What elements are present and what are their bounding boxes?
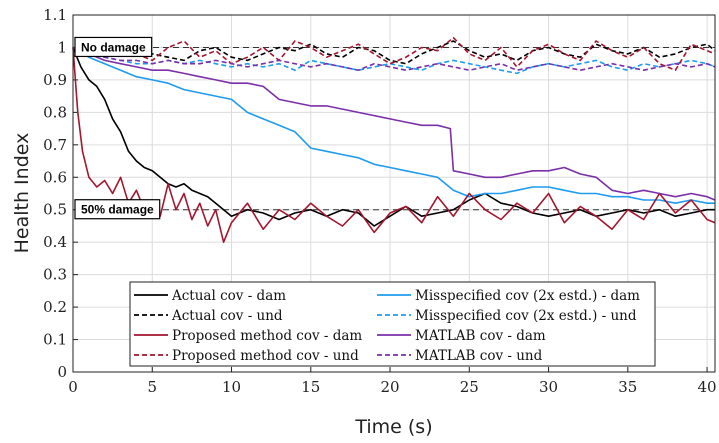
x-tick-label: 5	[147, 378, 157, 396]
x-tick-label: 20	[380, 378, 399, 396]
reference-line-label: 50% damage	[81, 203, 154, 217]
annotations: No damage 50% damage	[74, 36, 161, 220]
y-tick-label: 0.7	[43, 136, 67, 154]
x-tick-label: 15	[301, 378, 320, 396]
legend-label: Actual cov - dam	[171, 288, 286, 304]
y-tick-label: 0	[57, 363, 67, 381]
legend-label: Misspecified cov (2x estd.) - und	[415, 308, 637, 324]
y-tick-label: 1	[57, 38, 67, 56]
y-axis-label: Health Index	[11, 133, 33, 254]
y-tick-label: 0.1	[43, 331, 67, 349]
x-tick-label: 0	[68, 378, 78, 396]
legend-label: Misspecified cov (2x estd.) - dam	[415, 288, 640, 304]
x-tick-label: 10	[222, 378, 241, 396]
x-tick-label: 35	[618, 378, 637, 396]
y-tick-label: 1.1	[43, 6, 67, 24]
series-line	[72, 47, 716, 243]
legend-label: MATLAB cov - und	[415, 348, 543, 364]
legend-box	[129, 281, 656, 367]
plot-frame	[72, 14, 716, 373]
series-line	[72, 46, 716, 71]
legend: Actual cov - dam Misspecified cov (2x est…	[129, 281, 656, 367]
y-tick-label: 0.2	[43, 298, 67, 316]
legend-label: Proposed method cov - und	[172, 348, 359, 364]
y-tick-labels: 0 0.1 0.2 0.3 0.4 0.5 0.6 0.7 0.8 0.9 1 1.1	[43, 6, 67, 381]
series-line	[72, 40, 716, 65]
x-tick-labels: 0 5 10 15 20 25 30 35 40	[68, 378, 716, 396]
x-axis-label: Time (s)	[354, 416, 432, 438]
series-group	[72, 36, 716, 243]
legend-label: Actual cov - und	[171, 308, 283, 324]
y-tick-label: 0.6	[43, 168, 67, 186]
x-tick-label: 25	[460, 378, 479, 396]
y-tick-label: 0.9	[43, 71, 67, 89]
reference-lines	[73, 46, 715, 211]
y-tick-label: 0.4	[43, 233, 67, 251]
reference-line-label-box	[74, 36, 153, 58]
series-line	[72, 46, 715, 204]
y-tick-label: 0.8	[43, 103, 67, 121]
legend-label: MATLAB cov - dam	[415, 328, 546, 344]
reference-line-label: No damage	[81, 40, 146, 54]
reference-line-label-box	[74, 199, 161, 220]
y-tick-label: 0.3	[43, 266, 67, 284]
series-line	[72, 36, 716, 71]
x-tick-label: 30	[539, 378, 558, 396]
series-line	[72, 46, 716, 201]
series-line	[72, 47, 715, 227]
legend-label: Proposed method cov - dam	[172, 328, 362, 344]
y-tick-label: 0.5	[43, 201, 67, 219]
x-tick-label: 40	[698, 378, 717, 396]
